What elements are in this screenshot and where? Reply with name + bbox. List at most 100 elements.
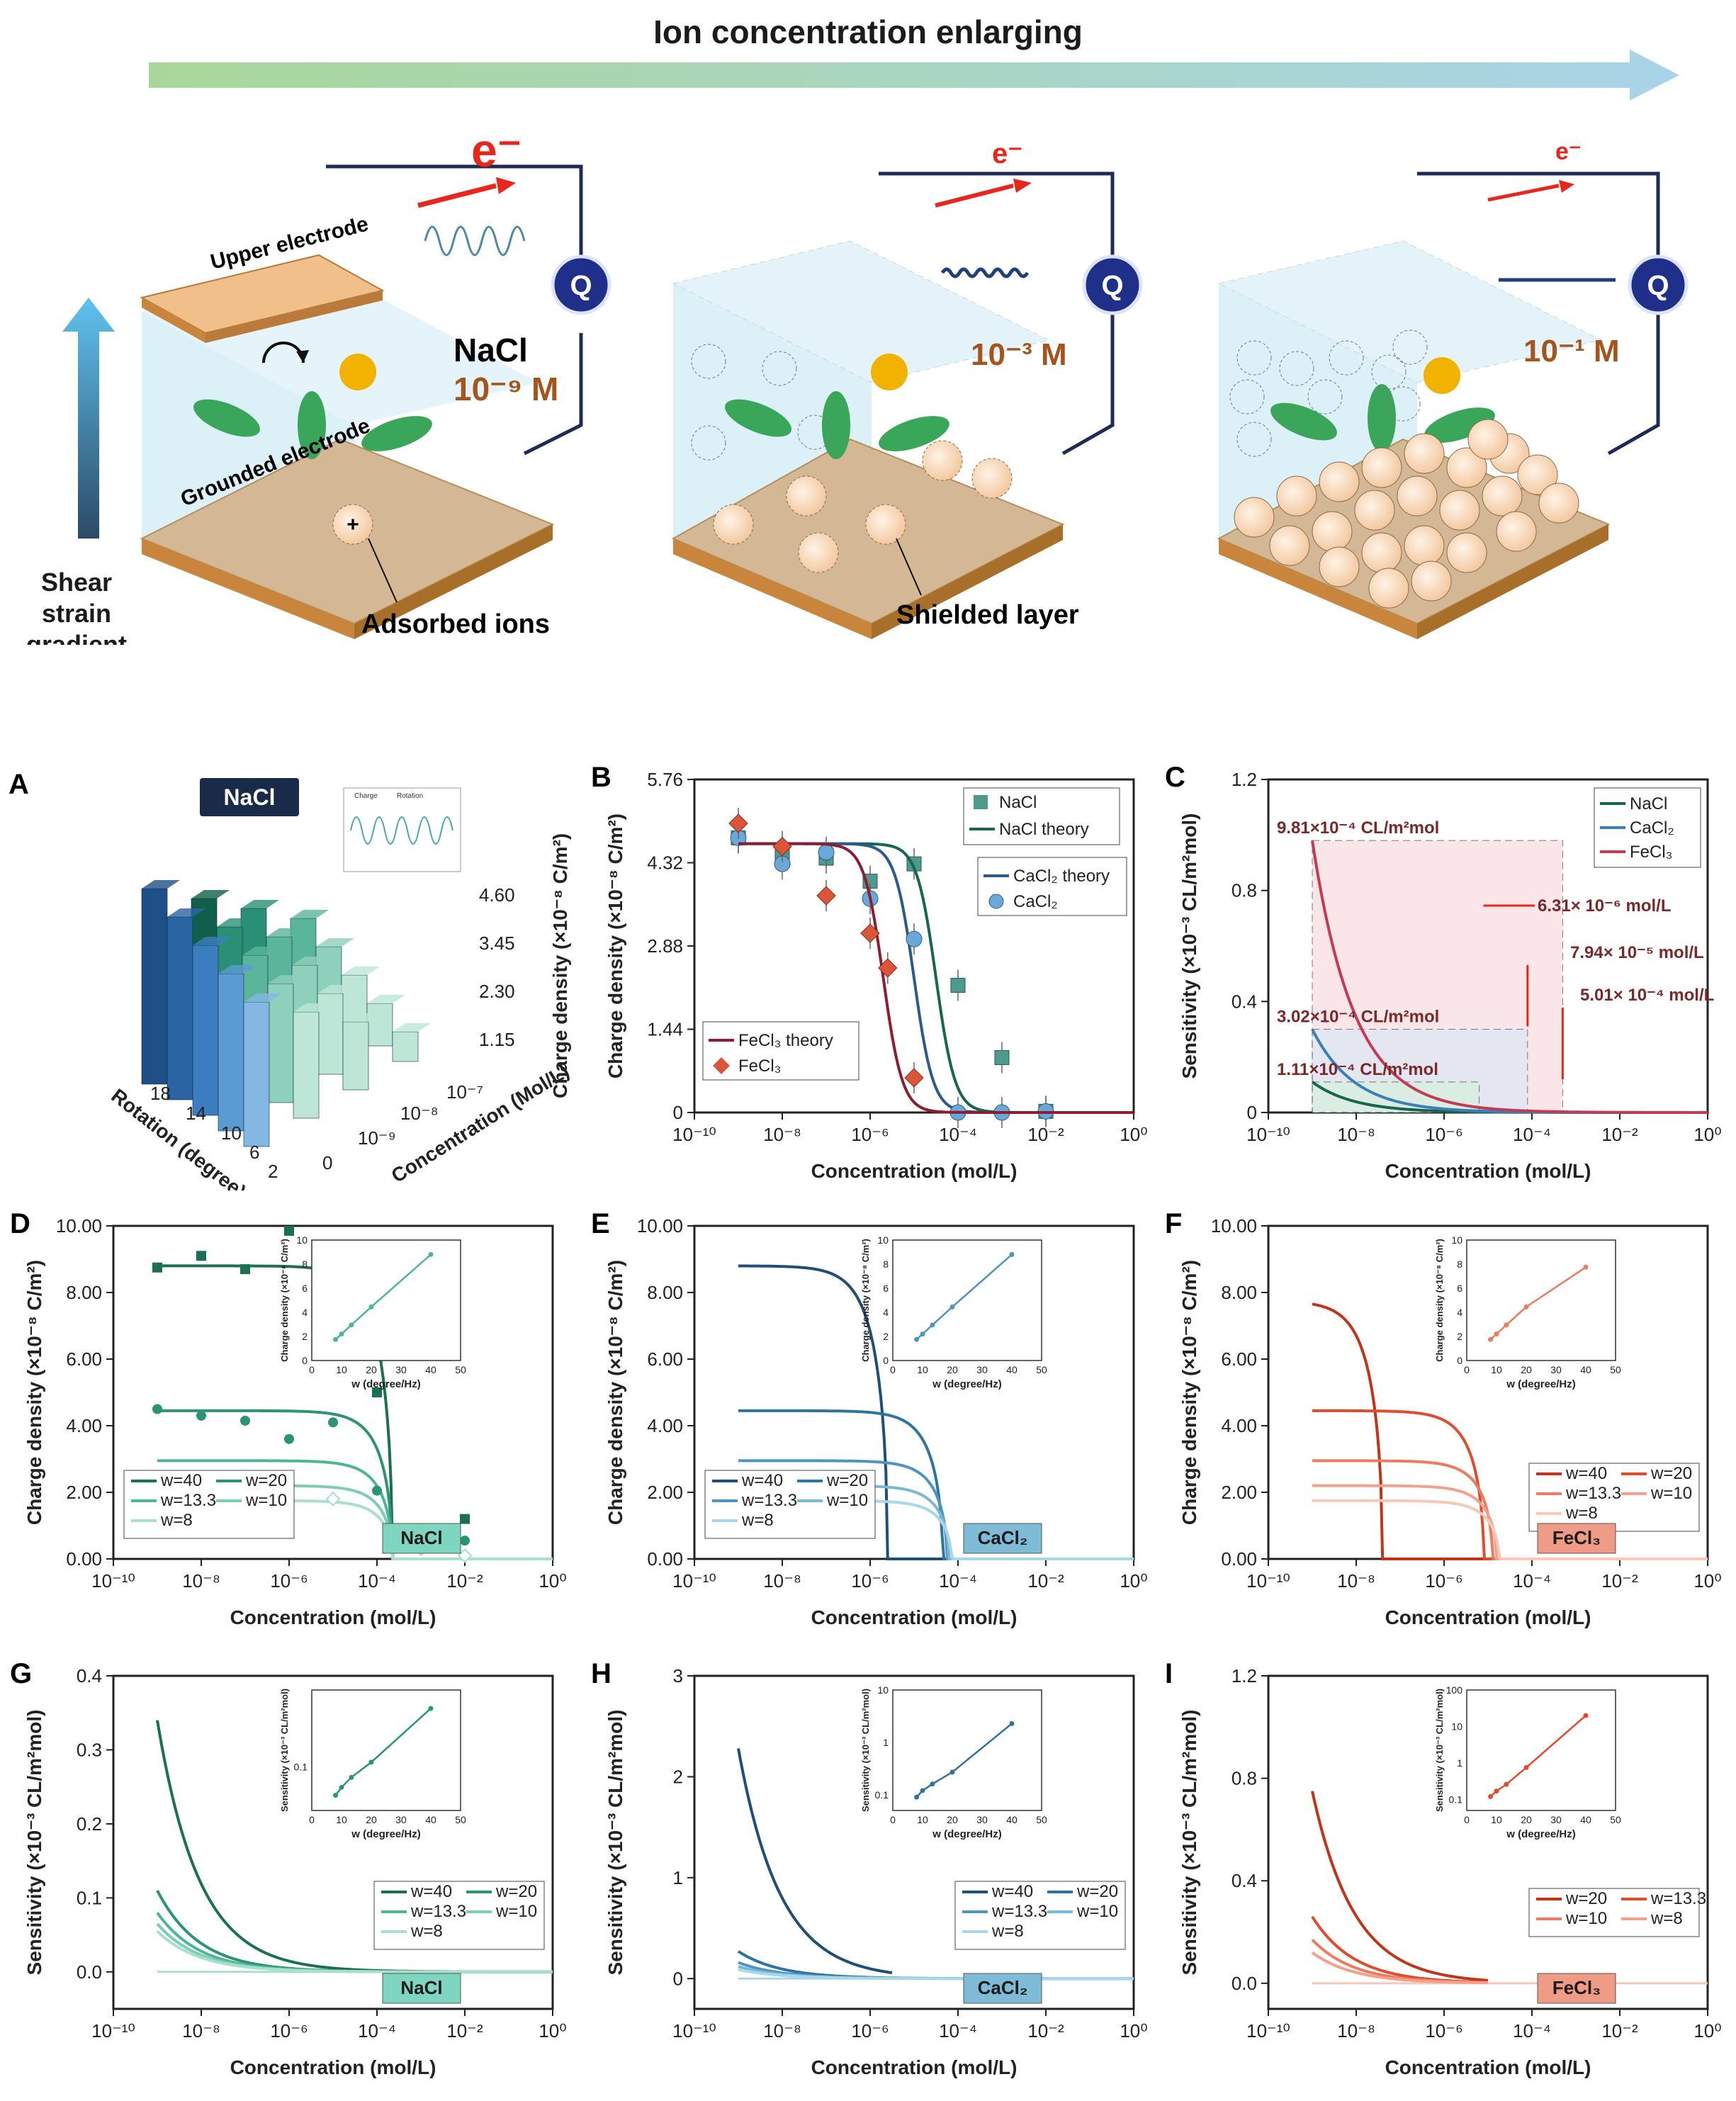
series-line [738,1968,1134,1981]
inset-y-tick: 0 [883,1355,889,1366]
y-axis-label: Sensitivity (×10⁻³ CL/m²mol) [1178,1710,1200,1976]
inset-point [333,1793,339,1798]
inset-a [343,787,461,872]
x-tick-label: 10⁻² [1601,2020,1638,2041]
inset-x-tick: 0 [1464,1814,1470,1825]
x-tick-label: 10⁻⁸ [1337,1570,1375,1592]
inset-y-tick: 10 [1451,1720,1462,1732]
series-line [738,842,1134,1114]
legend-label: w=8 [410,1922,443,1941]
inset-x-tick: 20 [366,1364,377,1375]
inset-y-tick: 6 [1457,1283,1462,1294]
electron-right: e⁻ [1555,138,1582,165]
y-axis-label: Charge density (×10⁻⁸ C/m²) [1178,1260,1200,1525]
legend-label: w=13.3 [410,1902,466,1921]
chart-panel-d: D 10⁻¹⁰ 10⁻⁸ 10⁻⁶ 10⁻⁴ 10⁻² 10⁰ 0.00 2.00 4.00 6.0… [10,1208,567,1628]
inset-x-tick: 0 [1464,1364,1470,1375]
y-tick-label: 0.00 [66,1548,102,1570]
y-tick-label: 1 [673,1867,683,1888]
inset-point [930,1322,935,1328]
y-tick-label: 8.00 [1221,1282,1257,1303]
x-tick-label: 10⁻⁸ [763,1124,801,1145]
panel-label-i: I [1165,1658,1173,1689]
data-point [372,1485,382,1496]
inset-x-label: w (degree/Hz) [351,1828,421,1840]
y-tick-label: 0.4 [1231,1870,1257,1891]
y-tick-label: 2.00 [1221,1482,1257,1503]
legend-label: NaCl [1630,794,1667,813]
diagram-middle [671,171,1143,639]
inset-y-tick: 6 [883,1283,889,1294]
inset-point [1523,1764,1529,1770]
x-axis-label: Concentration (mol/L) [1385,1606,1591,1628]
conc-tick-0: 0 [322,1152,332,1173]
legend-label: w=10 [1565,1909,1607,1928]
inset-x-tick: 40 [1580,1364,1591,1375]
inset-a-legend-charge: Charge [354,792,378,800]
bar3d-group [141,880,431,1147]
legend-label: w=20 [1076,1882,1118,1901]
bar3d-top [393,1023,431,1032]
inset-y-tick: 0.1 [875,1789,889,1801]
legend-label: w=8 [160,1511,193,1530]
y-tick-label: 0.4 [77,1665,102,1686]
inset-y-tick: 8 [302,1258,308,1270]
inset-y-tick: 6 [302,1283,308,1294]
x-tick-label: 10⁻² [1601,1124,1638,1145]
y-tick-label: 0.2 [77,1813,102,1835]
inset-point [349,1322,354,1328]
chart-panel-i: I 10⁻¹⁰ 10⁻⁸ 10⁻⁶ 10⁻⁴ 10⁻² 10⁰ 0.0 0.4 0.8 1.2 Con… [1165,1658,1722,2078]
y-axis-label: Sensitivity (×10⁻³ CL/m²mol) [604,1710,626,1976]
x-tick-label: 10⁻⁶ [851,1124,889,1145]
inset-x-tick: 20 [1521,1814,1532,1825]
inset-y-tick: 4 [1457,1307,1462,1318]
x-tick-label: 10⁻⁶ [851,1570,889,1592]
salt-badge-text: NaCl [224,784,276,810]
data-point [994,1049,1010,1065]
legend-label: w=8 [991,1922,1024,1941]
bar3d-top [241,900,279,908]
inset-x-label: w (degree/Hz) [1506,1828,1576,1840]
y-axis-label: Sensitivity (×10⁻³ CL/m²mol) [1178,813,1200,1079]
y-tick-label: 6.00 [1221,1348,1257,1370]
plot-frame [112,1674,554,2010]
y-tick-label: 3 [673,1665,683,1686]
bar3d [167,916,193,1100]
inset-x-tick: 30 [976,1814,988,1825]
inset-x-tick: 30 [1550,1814,1562,1825]
y-tick-label: 10.00 [56,1215,102,1237]
legend-box [963,787,1120,845]
y-tick-label: 1.2 [1231,769,1257,790]
salt-tag [1537,1523,1616,1554]
x-tick-label: 10⁻² [446,1570,483,1592]
shear-strain-label: Shear strain gradient [26,568,127,645]
series-line [737,1748,893,1974]
inset-y-tick: 4 [302,1307,308,1318]
x-tick-label: 10⁻⁴ [939,2020,977,2041]
series-line [1312,1499,1708,1560]
data-point [372,1387,382,1397]
charge-meter-middle: Q [1101,270,1123,301]
bar3d [342,1021,369,1091]
legend-label: w=13.3 [1565,1484,1621,1503]
inset-x-tick: 50 [455,1814,466,1825]
bar3d-top [292,957,330,965]
bar3d-top [342,967,380,975]
data-point [860,923,880,943]
inset-x-tick: 50 [1610,1364,1621,1375]
y-tick-label: 0 [673,1102,683,1123]
y-tick-label: 2 [673,1766,683,1787]
data-point [284,1433,294,1444]
inset-x-tick: 0 [890,1364,896,1375]
x-axis-label: Concentration (mol/L) [230,1606,436,1628]
inset-y-tick: 8 [883,1258,889,1270]
y-axis-label: Sensitivity (×10⁻³ CL/m²mol) [23,1710,45,1976]
rot-tick-3: 6 [249,1142,259,1163]
inset-point [339,1784,344,1790]
inset-x-label: w (degree/Hz) [1506,1378,1576,1390]
legend-label: w=10 [245,1491,287,1510]
inset-point [1583,1713,1589,1718]
panel-label-g: G [10,1658,32,1689]
legend-label: w=13.3 [1650,1889,1706,1908]
x-tick-label: 10⁰ [1120,1570,1147,1592]
